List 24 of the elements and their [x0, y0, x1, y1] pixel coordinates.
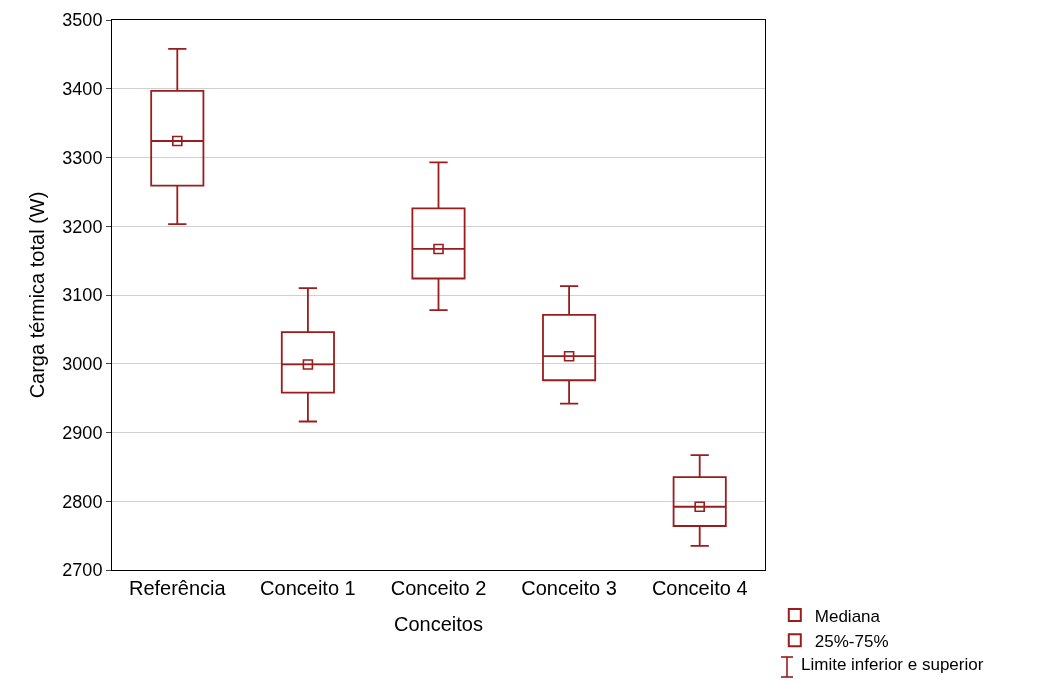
y-tick-label: 2900 [62, 422, 103, 443]
text: Limite inferior e superior [801, 655, 984, 674]
legend-label: Mediana [814, 606, 881, 626]
x-tick-label: Referência [128, 577, 227, 599]
y-tick-label: 3300 [62, 147, 103, 168]
point [172, 135, 183, 147]
y-tick-label: 2800 [62, 491, 103, 512]
point [302, 359, 314, 370]
y-tick-label: 3000 [62, 354, 103, 375]
x-tick-label: Conceito 4 [651, 577, 748, 599]
point [433, 243, 444, 255]
y-tick-label: 3200 [62, 216, 103, 237]
y-axis-title: Carga térmica total (W) [25, 191, 48, 399]
x-tick-label: Conceito 1 [260, 577, 356, 599]
point [563, 350, 575, 362]
y-tick-label: 3100 [62, 285, 103, 306]
point [694, 501, 705, 513]
x-axis-title: Conceitos [394, 612, 483, 635]
x-tick-label: Conceito 2 [390, 577, 487, 599]
x-tick-label: Conceito 3 [521, 577, 617, 599]
y-tick-label: 2700 [62, 560, 103, 581]
y-tick-label: 3500 [62, 10, 103, 31]
legend-label: 25%-75% [814, 631, 889, 651]
y-tick-label: 3400 [62, 79, 103, 100]
